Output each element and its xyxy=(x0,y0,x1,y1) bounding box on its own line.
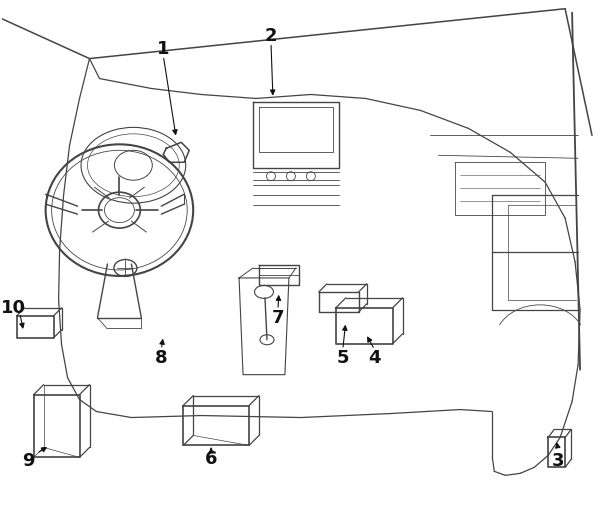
Text: 5: 5 xyxy=(337,348,349,366)
Text: 3: 3 xyxy=(552,452,565,470)
Text: 10: 10 xyxy=(1,299,26,317)
Text: 4: 4 xyxy=(368,348,381,366)
Text: 8: 8 xyxy=(155,348,167,366)
Text: 6: 6 xyxy=(205,450,217,468)
Text: 1: 1 xyxy=(157,40,170,58)
Text: 2: 2 xyxy=(265,27,277,45)
Text: 9: 9 xyxy=(22,452,35,470)
Text: 7: 7 xyxy=(272,309,284,327)
